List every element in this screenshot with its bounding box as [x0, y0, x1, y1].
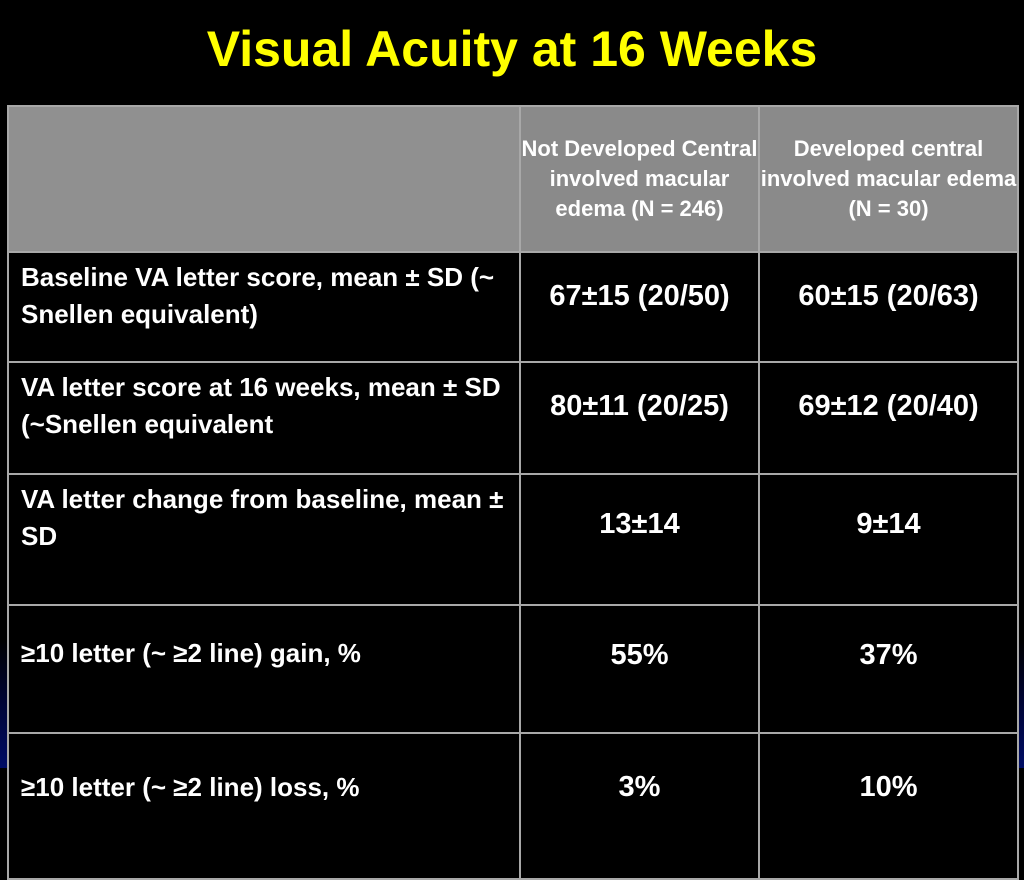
table-row: VA letter change from baseline, mean ± S… — [7, 473, 1019, 606]
header-developed: Developed central involved macular edema… — [758, 105, 1019, 253]
value-not-developed: 80±11 (20/25) — [519, 361, 760, 475]
table-header-row: Not Developed Central involved macular e… — [7, 105, 1019, 253]
row-label: ≥10 letter (~ ≥2 line) loss, % — [7, 732, 521, 880]
header-blank-cell — [7, 105, 521, 253]
table-row: VA letter score at 16 weeks, mean ± SD (… — [7, 361, 1019, 475]
value-developed: 69±12 (20/40) — [758, 361, 1019, 475]
value-developed: 37% — [758, 604, 1019, 734]
value-not-developed: 13±14 — [519, 473, 760, 606]
visual-acuity-table: Not Developed Central involved macular e… — [7, 105, 1019, 880]
table-row: Baseline VA letter score, mean ± SD (~ S… — [7, 251, 1019, 363]
row-label: ≥10 letter (~ ≥2 line) gain, % — [7, 604, 521, 734]
header-not-developed: Not Developed Central involved macular e… — [519, 105, 760, 253]
value-not-developed: 67±15 (20/50) — [519, 251, 760, 363]
table-row: ≥10 letter (~ ≥2 line) gain, % 55% 37% — [7, 604, 1019, 734]
value-developed: 10% — [758, 732, 1019, 880]
value-not-developed: 55% — [519, 604, 760, 734]
table-row: ≥10 letter (~ ≥2 line) loss, % 3% 10% — [7, 732, 1019, 880]
value-developed: 60±15 (20/63) — [758, 251, 1019, 363]
row-label: Baseline VA letter score, mean ± SD (~ S… — [7, 251, 521, 363]
row-label: VA letter score at 16 weeks, mean ± SD (… — [7, 361, 521, 475]
value-not-developed: 3% — [519, 732, 760, 880]
row-label: VA letter change from baseline, mean ± S… — [7, 473, 521, 606]
slide-title: Visual Acuity at 16 Weeks — [206, 21, 818, 77]
value-developed: 9±14 — [758, 473, 1019, 606]
